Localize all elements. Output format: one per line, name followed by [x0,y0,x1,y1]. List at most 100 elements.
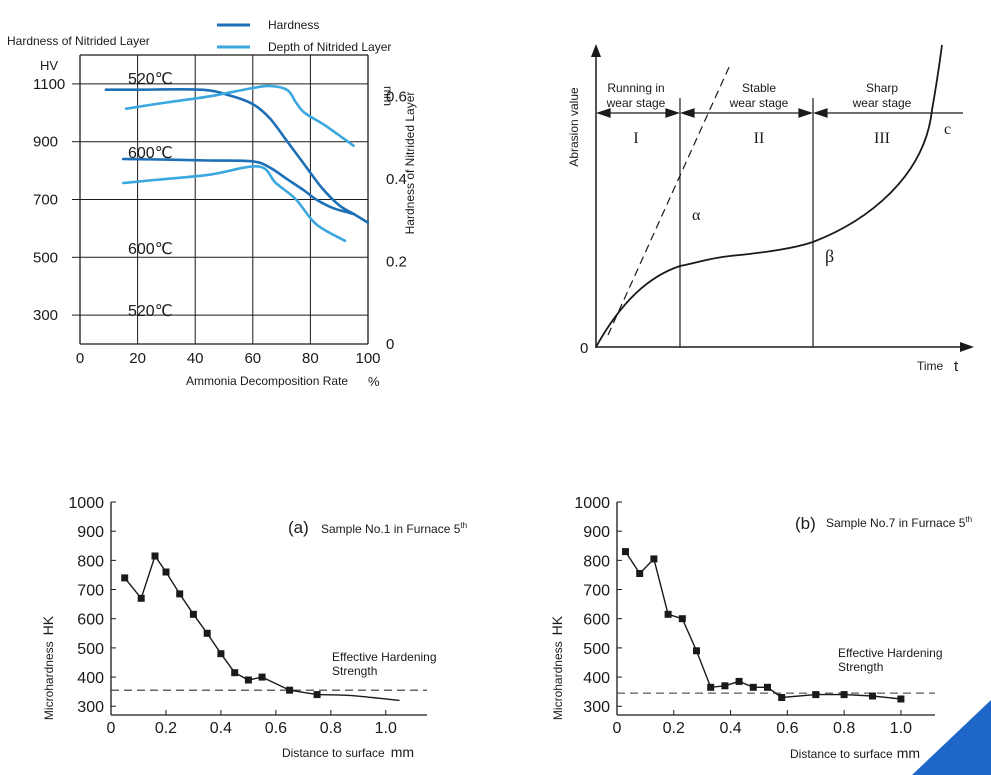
sample1-chart: 300 400 500 600 700 800 900 1000 0 0.2 0.4 0.6 0.8 1.… [40,495,467,760]
nitriding-legend: Hardness Depth of Nitrided Layer [217,18,391,54]
sample1-title: Sample No.1 in Furnace 5th [321,521,467,536]
sample7-data-point-15 [897,695,905,703]
sample7-panel-letter: (b) [795,514,816,533]
nitriding-tick-labels: 0 20 40 60 80 100 300 500 700 900 1100 0 0.2 0.4 0.6 [33,76,407,367]
sample7-tick-labels: 300 400 500 600 700 800 900 1000 0 0.2 0.4 0.6 0.8 1.… [574,495,912,737]
sample7-x-tick-0.2: 0.2 [663,720,685,737]
nitriding-x-axis-unit: % [368,374,380,389]
sample7-x-tick-0: 0 [613,720,622,737]
series-label-depth-520: 520℃ [128,303,173,320]
sample7-threshold-label-line1: Effective Hardening [838,646,943,660]
sample7-data-point-11 [778,694,786,701]
sample7-series [617,548,935,703]
sample1-x-tick-0.8: 0.8 [320,720,342,737]
nitriding-line-depth-3 [121,165,347,243]
wear-x-axis-symbol: t [954,358,959,375]
nitriding-y-tick-500: 500 [33,249,58,266]
sample1-data-point-2 [151,552,159,560]
series-label-hardness-600: 600℃ [128,145,173,162]
nitriding-x-tick-80: 80 [302,350,319,367]
sample1-data-point-4 [176,590,184,598]
sample7-y-tick-400: 400 [583,670,610,687]
stage-1-roman: I [633,130,638,147]
nitriding-grid [72,54,369,345]
sample1-x-tick-0: 0 [107,720,116,737]
stage-1-title-line2: wear stage [606,96,666,110]
nitriding-y2-axis-title: Hardness of Nitrided Layer [403,92,417,235]
sample7-y-tick-800: 800 [583,553,610,570]
series-label-hardness-520: 520℃ [128,71,173,88]
sample1-x-tick-0.2: 0.2 [155,720,177,737]
wear-running-in-tangent [607,64,731,336]
sample1-data-point-12 [313,691,321,699]
sample7-data-point-1 [636,570,644,577]
nitriding-y2-tick-0: 0 [386,336,394,353]
sample1-data-point-8 [231,669,239,677]
sample1-tail-line [317,693,400,702]
nitriding-line-hardness-1 [121,157,355,216]
stage-arrows [596,108,963,118]
sample7-data-point-8 [735,677,743,685]
nitriding-line-depth-2 [124,84,355,148]
stage-1-title-line1: Running in [607,81,664,95]
sample1-y-tick-300: 300 [77,699,104,716]
nitriding-y2-tick-0.6: 0.6 [386,88,407,105]
nitriding-y-tick-900: 900 [33,134,58,151]
sample7-data-point-10 [764,683,771,691]
wear-x-axis-arrow [960,342,974,352]
nitriding-x-tick-60: 60 [244,350,261,367]
corner-accent-triangle [912,700,991,775]
sample1-panel-letter: (a) [288,518,309,537]
stage-2-title-line2: wear stage [729,96,789,110]
nitriding-y2-tick-0.4: 0.4 [386,171,407,188]
nitriding-x-tick-100: 100 [355,350,380,367]
sample1-y-tick-600: 600 [77,612,104,629]
sample1-data-point-6 [203,629,211,637]
sample7-chart: 300 400 500 600 700 800 900 1000 0 0.2 0.4 0.6 0.8 1.… [549,495,972,761]
sample7-y-tick-1000: 1000 [574,495,610,512]
wear-c-label: c [944,121,951,138]
wear-curve [595,44,943,348]
sample1-y-tick-400: 400 [77,670,104,687]
sample1-data-point-3 [162,568,170,576]
sample1-axes [110,501,427,716]
sample1-data-point-1 [137,594,145,602]
nitriding-y-axis-unit: HV [40,58,58,73]
sample1-data-point-10 [258,673,266,681]
sample7-data-point-7 [721,682,729,690]
stage-3-roman: III [874,130,890,147]
sample7-y-tick-600: 600 [583,612,610,629]
sample1-data-point-7 [217,650,225,658]
sample1-x-tick-0.6: 0.6 [265,720,287,737]
sample7-data-line [624,551,901,700]
sample7-y-tick-500: 500 [583,641,610,658]
sample1-threshold-label-line2: Strength [332,664,377,678]
sample1-tick-labels: 300 400 500 600 700 800 900 1000 0 0.2 0.4 0.6 0.8 1.… [68,495,397,737]
nitriding-y2-tick-0.2: 0.2 [386,253,407,270]
sample7-axes [616,501,935,716]
sample7-data-point-14 [869,692,876,700]
sample1-series [111,552,427,702]
sample7-threshold-label-line2: Strength [838,660,883,674]
sample1-title-sup: th [460,521,467,530]
wear-y-axis-arrow [591,44,601,57]
wear-chart: Abrasion value Time t 0 Running in wear … [567,44,974,375]
nitriding-y-axis-title: Hardness of Nitrided Layer [7,34,150,48]
wear-x-axis-title: Time [917,359,944,373]
nitriding-series [104,84,370,243]
sample1-y-tick-700: 700 [77,583,104,600]
sample7-data-point-2 [650,555,658,563]
sample1-data-point-5 [189,610,197,618]
sample1-y-tick-900: 900 [77,524,104,541]
wear-origin-label: 0 [580,340,588,357]
sample7-x-tick-0.4: 0.4 [719,720,741,737]
nitriding-x-tick-0: 0 [76,350,84,367]
sample7-y-tick-700: 700 [583,583,610,600]
sample7-data-point-4 [678,615,686,623]
wear-beta-label: β [825,246,834,266]
sample7-x-tick-1.0: 1.0 [890,720,912,737]
sample1-y-axis-title: MicrohardnessHK [40,615,56,720]
sample1-x-tick-1.0: 1.0 [375,720,397,737]
nitriding-y-tick-300: 300 [33,307,58,324]
